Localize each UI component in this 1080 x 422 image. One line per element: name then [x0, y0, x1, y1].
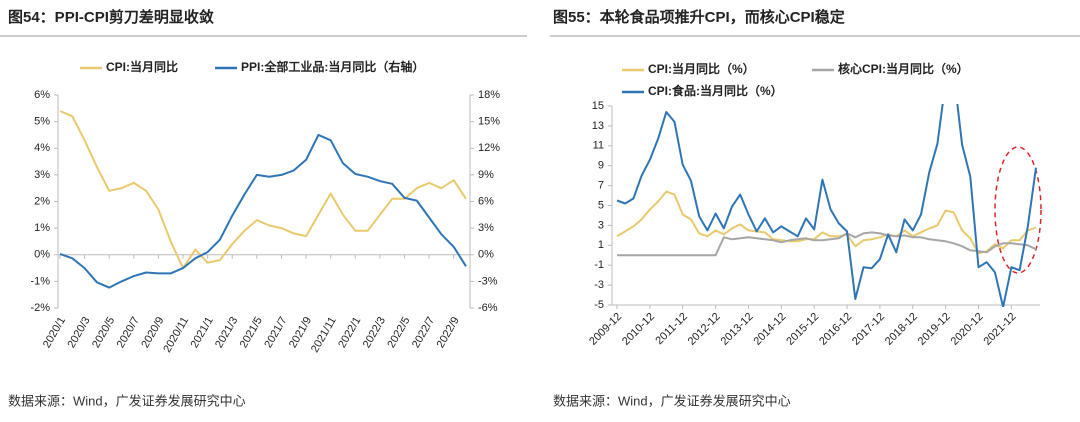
y-tick-label: -3	[594, 279, 604, 291]
x-tick-label: 2022/5	[385, 315, 412, 350]
y-tick-label: -5	[594, 299, 604, 311]
chart-title: 图55：本轮食品项推升CPI，而核心CPI稳定	[553, 8, 845, 26]
x-tick-label: 2021/3	[213, 315, 240, 350]
x-tick-label: 2022/3	[361, 315, 388, 350]
x-tick-label: 2020-12	[949, 311, 986, 348]
x-tick-label: 2012-12	[686, 311, 723, 348]
x-tick-label: 2021/1	[189, 315, 216, 350]
x-tick-label: 2019-12	[916, 311, 953, 348]
y2-tick-label: 12%	[478, 142, 500, 154]
y2-tick-label: 15%	[478, 116, 500, 128]
y-tick-label: -2%	[30, 302, 50, 314]
y-tick-label: 11	[593, 140, 604, 152]
x-tick-label: 2021-12	[981, 311, 1018, 348]
y-tick-label: 1	[598, 239, 604, 251]
y-tick-label: 7	[598, 180, 604, 192]
x-tick-label: 2020/1	[41, 315, 68, 350]
legend-label: 核心CPI:当月同比（%）	[838, 61, 969, 76]
y2-tick-label: 18%	[478, 89, 500, 101]
y-tick-label: 13	[592, 120, 604, 132]
y-tick-label: 3%	[34, 169, 50, 181]
y-tick-label: 0%	[34, 249, 50, 261]
legend-label: CPI:当月同比（%）	[648, 61, 755, 76]
y-tick-label: 4%	[34, 142, 50, 154]
legend-label: CPI:当月同比	[106, 59, 178, 74]
x-tick-label: 2016-12	[817, 311, 854, 348]
x-tick-label: 2022/9	[435, 315, 462, 350]
y2-tick-label: 3%	[478, 222, 494, 234]
x-tick-label: 2022/7	[410, 315, 437, 350]
x-tick-label: 2020/3	[66, 315, 93, 350]
series-line	[617, 231, 1037, 257]
y-tick-label: 9	[598, 160, 604, 172]
y-tick-label: -1%	[30, 275, 50, 287]
y-tick-label: 1%	[34, 222, 50, 234]
source: 数据来源：Wind，广发证券发展研究中心	[8, 393, 246, 408]
x-tick-label: 2014-12	[751, 311, 788, 348]
y2-tick-label: 0%	[478, 249, 494, 261]
series-line	[616, 190, 1037, 255]
y2-tick-label: -6%	[478, 302, 498, 314]
x-tick-label: 2022/1	[336, 315, 363, 350]
x-tick-label: 2021/7	[262, 315, 289, 350]
y-tick-label: 15	[592, 100, 604, 112]
x-tick-label: 2018-12	[883, 311, 920, 348]
y-tick-label: 6%	[34, 89, 50, 101]
legend-label: PPI:全部工业品:当月同比（右轴）	[241, 59, 424, 74]
y2-tick-label: 9%	[478, 169, 494, 181]
y-tick-label: 3	[598, 219, 604, 231]
x-tick-label: 2020/5	[90, 315, 117, 350]
highlight-ellipse	[994, 146, 1042, 274]
x-tick-label: 2021/5	[238, 315, 265, 350]
y-tick-label: 2%	[34, 195, 50, 207]
x-tick-label: 2017-12	[850, 311, 887, 348]
x-tick-label: 2009-12	[587, 311, 624, 348]
x-tick-label: 2020/7	[115, 315, 142, 350]
x-tick-label: 2013-12	[719, 311, 756, 348]
x-tick-label: 2010-12	[620, 311, 657, 348]
series-line	[59, 110, 467, 270]
series-line	[616, 104, 1037, 307]
source: 数据来源：Wind，广发证券发展研究中心	[553, 393, 791, 408]
y-tick-label: 5%	[34, 116, 50, 128]
legend-label: CPI:食品:当月同比（%）	[648, 83, 783, 98]
y2-tick-label: -3%	[478, 275, 498, 287]
series-line	[59, 133, 467, 289]
y-tick-label: -1	[594, 259, 604, 271]
y2-tick-label: 6%	[478, 195, 494, 207]
x-tick-label: 2015-12	[784, 311, 821, 348]
y-tick-label: 5	[598, 199, 604, 211]
x-tick-label: 2011-12	[653, 311, 689, 347]
chart-title: 图54：PPI-CPI剪刀差明显收敛	[8, 8, 214, 26]
